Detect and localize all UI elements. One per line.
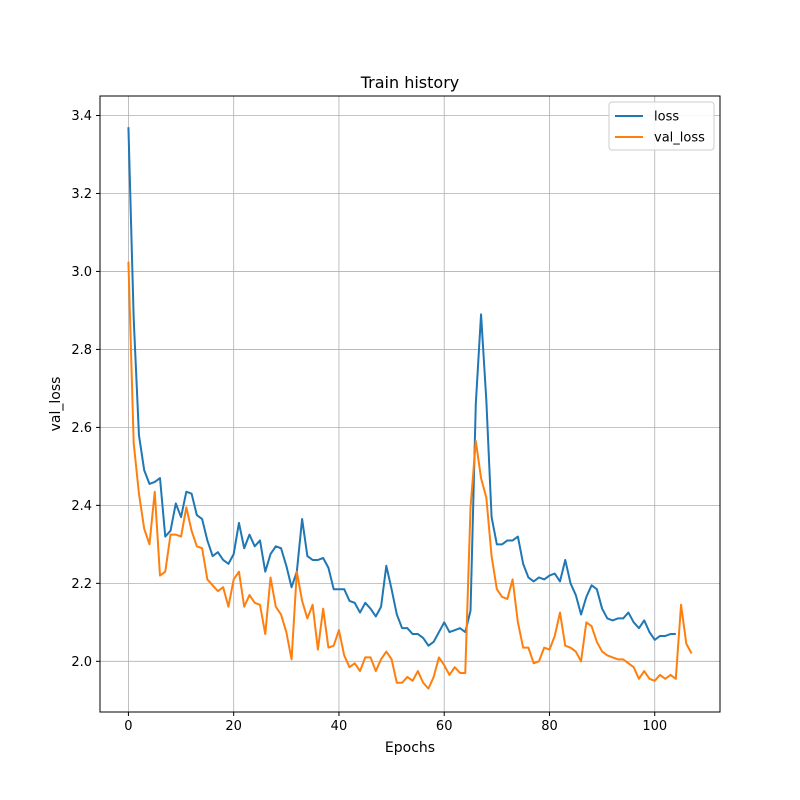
series-line-loss	[127, 127, 676, 647]
x-tick-label: 100	[642, 719, 667, 734]
x-tick-label: 0	[124, 719, 132, 734]
series-line-val-loss	[127, 261, 693, 690]
y-tick-label: 2.4	[71, 499, 92, 514]
x-tick-label: 80	[541, 719, 558, 734]
legend: loss val_loss	[608, 101, 715, 151]
y-axis-label: val_loss	[48, 377, 64, 432]
y-tick-label: 2.8	[71, 343, 92, 358]
plot-frame	[99, 95, 721, 713]
y-tick-label: 3.2	[71, 187, 92, 202]
y-tick-label: 3.0	[71, 265, 92, 280]
y-tick-label: 2.0	[71, 655, 92, 670]
series-lines	[127, 127, 693, 690]
chart-title: Train history	[360, 73, 460, 92]
legend-label-val-loss: val_loss	[654, 131, 705, 146]
x-tick-label: 20	[225, 719, 242, 734]
y-tick-label: 2.2	[71, 577, 92, 592]
x-axis-label: Epochs	[385, 740, 435, 756]
x-tick-label: 60	[436, 719, 453, 734]
y-tick-label: 3.4	[71, 109, 92, 124]
y-tick-label: 2.6	[71, 421, 92, 436]
legend-label-loss: loss	[654, 110, 679, 125]
x-tick-label: 40	[331, 719, 348, 734]
axis-ticks: 0 20 40 60 80 100 2.0 2.2 2.4 2.6 2.8 3.0 3.2 3.4	[71, 109, 667, 734]
grid	[100, 96, 720, 712]
